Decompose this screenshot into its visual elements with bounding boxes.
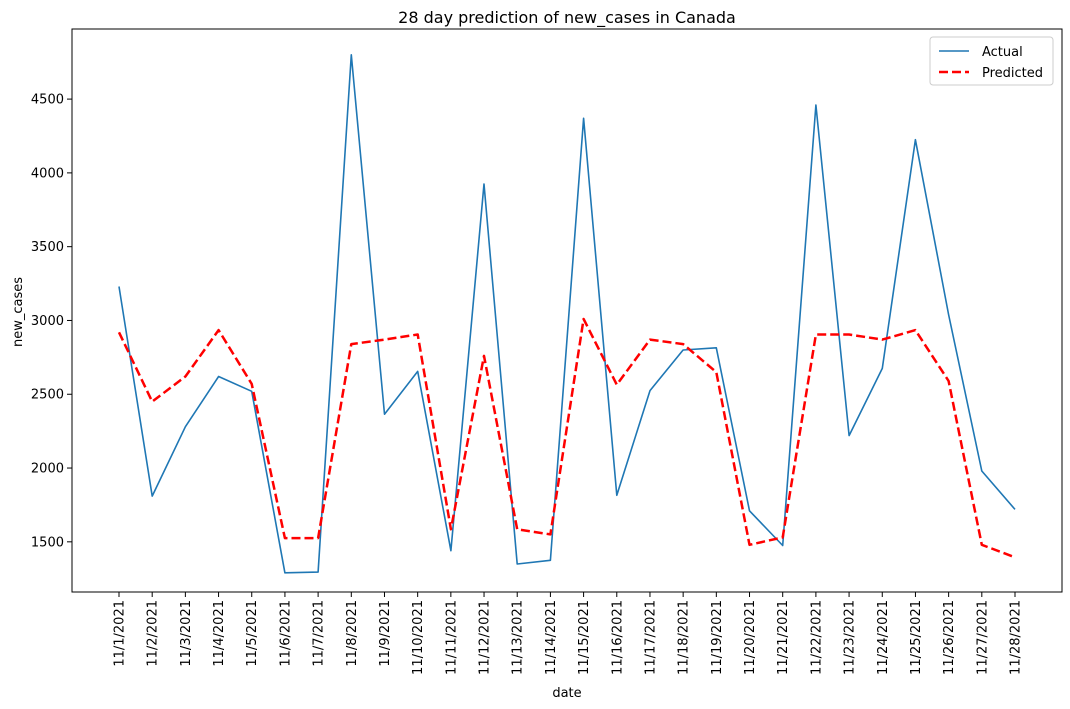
x-tick-label: 11/20/2021 [743,600,758,675]
x-tick-label: 11/14/2021 [544,600,559,675]
y-tick-label: 2500 [31,388,64,403]
x-axis-title: date [552,686,581,701]
series-line-actual [118,53,1016,574]
y-axis: 1500 2000 2500 3000 3500 4000 4500 [31,93,72,550]
x-tick-label: 11/8/2021 [345,600,360,667]
x-tick-label: 11/25/2021 [909,600,924,675]
series-line-predicted [117,317,1016,559]
x-tick-label: 11/15/2021 [577,600,592,675]
x-tick-label: 11/19/2021 [710,600,725,675]
x-tick-label: 11/2/2021 [146,600,161,667]
x-tick-label: 11/5/2021 [245,600,260,667]
x-tick-label: 11/18/2021 [677,600,692,675]
x-tick-label: 11/26/2021 [942,600,957,675]
x-tick-label: 11/9/2021 [378,600,393,667]
x-tick-label: 11/11/2021 [444,600,459,675]
x-tick-label: 11/21/2021 [776,600,791,675]
x-axis: 11/1/2021 11/2/2021 11/3/2021 11/4/2021 11/5… [113,592,1024,675]
y-axis-title: new_cases [11,277,26,347]
legend-label-predicted: Predicted [982,66,1043,81]
x-tick-label: 11/17/2021 [643,600,658,675]
legend: Actual Predicted [929,36,1054,86]
x-tick-label: 11/24/2021 [876,600,891,675]
y-tick-label: 4500 [31,93,64,108]
chart-title: 28 day prediction of new_cases in Canada [398,8,736,28]
x-tick-label: 11/4/2021 [212,600,227,667]
x-tick-label: 11/16/2021 [610,600,625,675]
x-tick-label: 11/27/2021 [975,600,990,675]
x-tick-label: 11/7/2021 [312,600,327,667]
y-tick-label: 4000 [31,166,64,181]
y-tick-label: 1500 [31,535,64,550]
x-tick-label: 11/6/2021 [278,600,293,667]
x-tick-label: 11/10/2021 [411,600,426,675]
series-layer [117,53,1016,574]
plot-frame [71,28,1063,593]
legend-label-actual: Actual [982,45,1023,60]
x-tick-label: 11/1/2021 [113,600,128,667]
y-tick-label: 3500 [31,240,64,255]
y-tick-label: 3000 [31,314,64,329]
x-tick-label: 11/13/2021 [511,600,526,675]
x-tick-label: 11/22/2021 [809,600,824,675]
x-tick-label: 11/12/2021 [478,600,493,675]
x-tick-label: 11/28/2021 [1009,600,1024,675]
x-tick-label: 11/23/2021 [843,600,858,675]
y-tick-label: 2000 [31,462,64,477]
x-tick-label: 11/3/2021 [179,600,194,667]
